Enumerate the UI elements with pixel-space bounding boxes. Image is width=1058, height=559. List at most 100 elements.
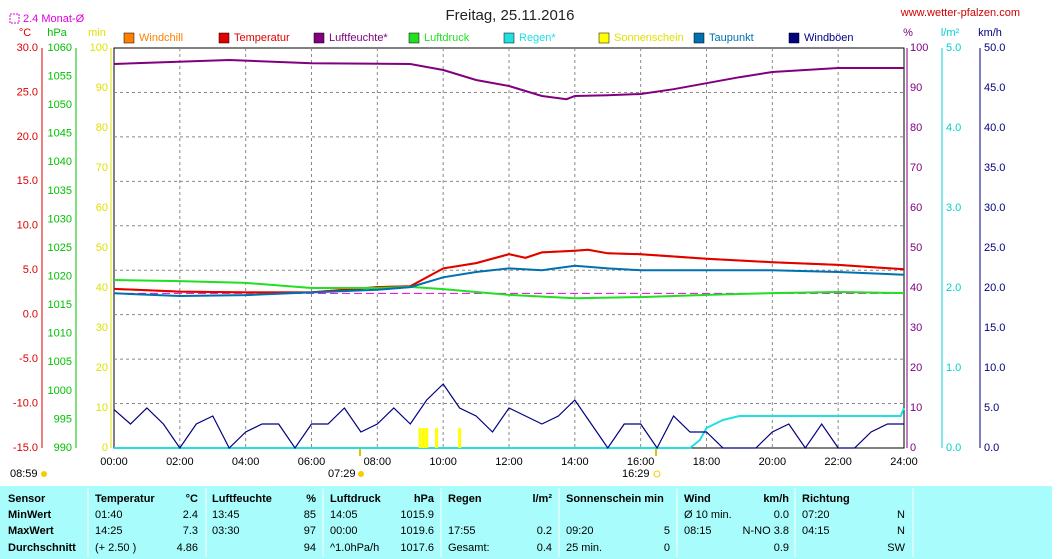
table-cell: MinWert xyxy=(8,509,52,521)
y-tick-label: 0.0 xyxy=(23,309,38,321)
x-tick-label: 22:00 xyxy=(824,456,852,468)
sun-icon xyxy=(358,471,364,477)
legend-label: Taupunkt xyxy=(709,32,754,44)
table-cell: 04:15 xyxy=(802,525,830,537)
legend-label: Windböen xyxy=(804,32,854,44)
table-cell: 1019.6 xyxy=(400,525,434,537)
table-cell: MaxWert xyxy=(8,525,54,537)
table-cell: 2.4 xyxy=(183,509,198,521)
y-tick-label: 45.0 xyxy=(984,82,1005,94)
legend-swatch xyxy=(218,32,230,44)
y-tick-label: 20.0 xyxy=(17,131,38,143)
y-tick-label: 1060 xyxy=(48,42,72,54)
table-cell: Temperatur xyxy=(95,493,155,505)
y-tick-label: 40.0 xyxy=(984,122,1005,134)
y-tick-label: 5.0 xyxy=(984,402,999,414)
table-cell: 4.86 xyxy=(177,542,198,554)
table-cell: Sonnenschein min xyxy=(566,493,664,505)
table-cell: °C xyxy=(186,493,198,505)
y-tick-label: 990 xyxy=(54,442,72,454)
table-cell: 5 xyxy=(664,525,670,537)
series-line xyxy=(113,264,905,298)
x-tick-label: 00:00 xyxy=(100,456,128,468)
axis-unit: °C xyxy=(19,27,31,39)
axis-unit: min xyxy=(88,27,106,39)
legend-swatch xyxy=(123,32,135,44)
x-tick-label: 02:00 xyxy=(166,456,194,468)
legend-label: Sonnenschein xyxy=(614,32,684,44)
table-cell: 07:20 xyxy=(802,509,830,521)
sunshine-bar xyxy=(435,428,439,448)
y-tick-label: 35.0 xyxy=(984,162,1005,174)
sunshine-bar xyxy=(425,428,429,448)
legend-swatch xyxy=(313,32,325,44)
y-tick-label: 30 xyxy=(910,322,922,334)
legend-swatch xyxy=(408,32,420,44)
y-tick-label: 10 xyxy=(910,402,922,414)
daylight: 08:59 xyxy=(10,468,38,480)
y-tick-label: 20 xyxy=(910,362,922,374)
y-tick-label: 30.0 xyxy=(17,42,38,54)
y-tick-label: 1015 xyxy=(48,299,72,311)
y-tick-label: 1035 xyxy=(48,185,72,197)
legend-label: Temperatur xyxy=(234,32,290,44)
y-tick-label: -10.0 xyxy=(13,397,38,409)
reference-icon xyxy=(9,13,20,24)
y-tick-label: 25.0 xyxy=(984,242,1005,254)
x-tick-label: 04:00 xyxy=(232,456,260,468)
legend-label: Regen* xyxy=(519,32,556,44)
y-tick-label: 100 xyxy=(910,42,928,54)
y-tick-label: 1040 xyxy=(48,156,72,168)
table-cell: 03:30 xyxy=(212,525,240,537)
y-tick-label: 1030 xyxy=(48,213,72,225)
y-tick-label: 90 xyxy=(910,82,922,94)
y-tick-label: 0 xyxy=(910,442,916,454)
sun-icon xyxy=(653,470,661,478)
y-tick-label: 40 xyxy=(96,282,108,294)
table-cell: 0.0 xyxy=(774,509,789,521)
y-tick-label: 1025 xyxy=(48,242,72,254)
sunset: 16:29 xyxy=(622,468,650,480)
series-line xyxy=(113,383,904,450)
table-cell: Durchschnitt xyxy=(8,542,76,554)
source: www.wetter-pfalzen.com xyxy=(900,7,1020,19)
x-tick-label: 06:00 xyxy=(298,456,326,468)
sunrise: 07:29 xyxy=(328,468,356,480)
series-line xyxy=(113,58,904,101)
x-tick-label: 14:00 xyxy=(561,456,589,468)
y-tick-label: 40 xyxy=(910,282,922,294)
table-cell: 13:45 xyxy=(212,509,240,521)
x-tick-label: 18:00 xyxy=(693,456,721,468)
y-tick-label: 1050 xyxy=(48,99,72,111)
y-tick-label: 20 xyxy=(96,362,108,374)
series-line xyxy=(113,279,905,300)
y-tick-label: 25.0 xyxy=(17,86,38,98)
table-cell: SW xyxy=(887,542,905,554)
axis-unit: hPa xyxy=(47,27,67,39)
legend-label: Luftdruck xyxy=(424,32,470,44)
table-cell: 0.9 xyxy=(774,542,789,554)
table-cell: Wind xyxy=(684,493,711,505)
y-tick-label: 1.0 xyxy=(946,362,961,374)
y-tick-label: 20.0 xyxy=(984,282,1005,294)
y-tick-label: -15.0 xyxy=(13,442,38,454)
sunshine-bar xyxy=(421,428,425,448)
y-tick-label: 0.0 xyxy=(984,442,999,454)
table-cell: N xyxy=(897,509,905,521)
table-cell: 0 xyxy=(664,542,670,554)
y-tick-label: 90 xyxy=(96,82,108,94)
y-tick-label: 15.0 xyxy=(984,322,1005,334)
table-cell: l/m² xyxy=(532,493,552,505)
y-tick-label: 0.0 xyxy=(946,442,961,454)
y-tick-label: 0 xyxy=(102,442,108,454)
y-tick-label: 10.0 xyxy=(984,362,1005,374)
y-tick-label: 60 xyxy=(96,202,108,214)
table-cell: 00:00 xyxy=(330,525,358,537)
y-tick-label: 3.0 xyxy=(946,202,961,214)
chart-title: Freitag, 25.11.2016 xyxy=(446,7,575,24)
table-cell: % xyxy=(306,493,316,505)
legend-swatch xyxy=(788,32,800,44)
x-tick-label: 10:00 xyxy=(429,456,457,468)
y-tick-label: 50 xyxy=(96,242,108,254)
legend-swatch xyxy=(598,32,610,44)
